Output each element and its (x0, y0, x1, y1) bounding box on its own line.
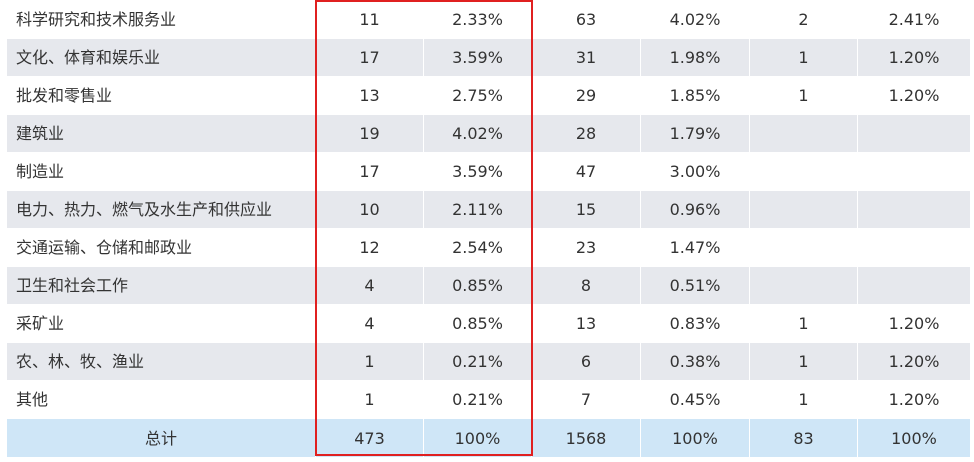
value-cell-3: 29 (531, 76, 641, 115)
value-cell-1: 4 (315, 304, 424, 343)
value-cell-6: 1.20% (857, 342, 971, 381)
value-cell-1: 19 (315, 114, 424, 153)
value-cell-6 (857, 114, 971, 153)
value-cell-1: 13 (315, 76, 424, 115)
value-cell-6: 1.20% (857, 304, 971, 343)
value-cell-1: 11 (315, 0, 424, 39)
value-cell-2: 3.59% (423, 38, 532, 77)
table-row: 建筑业 19 4.02% 28 1.79% (6, 114, 971, 153)
value-cell-1: 12 (315, 228, 424, 267)
value-cell-3: 7 (531, 380, 641, 419)
value-cell-5 (749, 228, 858, 267)
industry-name-cell: 科学研究和技术服务业 (6, 0, 316, 39)
table-row: 批发和零售业 13 2.75% 29 1.85% 1 1.20% (6, 76, 971, 115)
total-cell-2: 100% (423, 418, 532, 458)
value-cell-4: 1.79% (640, 114, 750, 153)
total-cell-6: 100% (857, 418, 971, 458)
value-cell-6: 2.41% (857, 0, 971, 39)
value-cell-6 (857, 190, 971, 229)
value-cell-4: 1.85% (640, 76, 750, 115)
value-cell-2: 2.75% (423, 76, 532, 115)
value-cell-2: 2.33% (423, 0, 532, 39)
industry-name-cell: 采矿业 (6, 304, 316, 343)
industry-name-cell: 制造业 (6, 152, 316, 191)
value-cell-5: 1 (749, 342, 858, 381)
value-cell-2: 0.21% (423, 380, 532, 419)
value-cell-6: 1.20% (857, 76, 971, 115)
value-cell-4: 0.83% (640, 304, 750, 343)
table-row: 交通运输、仓储和邮政业 12 2.54% 23 1.47% (6, 228, 971, 267)
value-cell-5: 1 (749, 76, 858, 115)
table-body: 科学研究和技术服务业 11 2.33% 63 4.02% 2 2.41% 文化、体育和娱乐业 1… (6, 0, 971, 419)
value-cell-6: 1.20% (857, 38, 971, 77)
value-cell-1: 17 (315, 152, 424, 191)
value-cell-2: 0.21% (423, 342, 532, 381)
industry-name-cell: 卫生和社会工作 (6, 266, 316, 305)
table-row: 其他 1 0.21% 7 0.45% 1 1.20% (6, 380, 971, 419)
industry-name-cell: 其他 (6, 380, 316, 419)
total-cell-5: 83 (749, 418, 858, 458)
value-cell-6 (857, 228, 971, 267)
value-cell-4: 0.45% (640, 380, 750, 419)
value-cell-3: 15 (531, 190, 641, 229)
value-cell-5: 2 (749, 0, 858, 39)
value-cell-5: 1 (749, 380, 858, 419)
total-row: 总计 473 100% 1568 100% 83 100% (6, 418, 971, 458)
value-cell-6 (857, 152, 971, 191)
table-row: 采矿业 4 0.85% 13 0.83% 1 1.20% (6, 304, 971, 343)
value-cell-2: 4.02% (423, 114, 532, 153)
industry-name-cell: 批发和零售业 (6, 76, 316, 115)
value-cell-4: 0.51% (640, 266, 750, 305)
industry-name-cell: 文化、体育和娱乐业 (6, 38, 316, 77)
table-row: 文化、体育和娱乐业 17 3.59% 31 1.98% 1 1.20% (6, 38, 971, 77)
total-cell-1: 473 (315, 418, 424, 458)
value-cell-4: 4.02% (640, 0, 750, 39)
value-cell-6 (857, 266, 971, 305)
value-cell-2: 2.11% (423, 190, 532, 229)
industry-name-cell: 交通运输、仓储和邮政业 (6, 228, 316, 267)
value-cell-3: 13 (531, 304, 641, 343)
total-label: 总计 (6, 418, 316, 458)
value-cell-5 (749, 266, 858, 305)
table-row: 科学研究和技术服务业 11 2.33% 63 4.02% 2 2.41% (6, 0, 971, 39)
value-cell-1: 4 (315, 266, 424, 305)
value-cell-4: 1.98% (640, 38, 750, 77)
value-cell-2: 2.54% (423, 228, 532, 267)
industry-name-cell: 建筑业 (6, 114, 316, 153)
value-cell-1: 17 (315, 38, 424, 77)
value-cell-3: 8 (531, 266, 641, 305)
value-cell-2: 3.59% (423, 152, 532, 191)
total-cell-4: 100% (640, 418, 750, 458)
value-cell-2: 0.85% (423, 304, 532, 343)
value-cell-2: 0.85% (423, 266, 532, 305)
value-cell-3: 6 (531, 342, 641, 381)
value-cell-5 (749, 152, 858, 191)
industry-name-cell: 农、林、牧、渔业 (6, 342, 316, 381)
value-cell-3: 31 (531, 38, 641, 77)
value-cell-1: 10 (315, 190, 424, 229)
value-cell-5: 1 (749, 38, 858, 77)
table-row: 农、林、牧、渔业 1 0.21% 6 0.38% 1 1.20% (6, 342, 971, 381)
value-cell-4: 0.96% (640, 190, 750, 229)
industry-stats-table: 科学研究和技术服务业 11 2.33% 63 4.02% 2 2.41% 文化、体育和娱乐业 1… (6, 0, 971, 458)
value-cell-5 (749, 190, 858, 229)
table-row: 卫生和社会工作 4 0.85% 8 0.51% (6, 266, 971, 305)
value-cell-6: 1.20% (857, 380, 971, 419)
value-cell-5: 1 (749, 304, 858, 343)
value-cell-5 (749, 114, 858, 153)
value-cell-4: 0.38% (640, 342, 750, 381)
industry-name-cell: 电力、热力、燃气及水生产和供应业 (6, 190, 316, 229)
value-cell-3: 47 (531, 152, 641, 191)
value-cell-1: 1 (315, 342, 424, 381)
value-cell-3: 23 (531, 228, 641, 267)
total-cell-3: 1568 (531, 418, 641, 458)
table-row: 电力、热力、燃气及水生产和供应业 10 2.11% 15 0.96% (6, 190, 971, 229)
table-row: 制造业 17 3.59% 47 3.00% (6, 152, 971, 191)
value-cell-3: 63 (531, 0, 641, 39)
value-cell-1: 1 (315, 380, 424, 419)
value-cell-4: 1.47% (640, 228, 750, 267)
value-cell-4: 3.00% (640, 152, 750, 191)
value-cell-3: 28 (531, 114, 641, 153)
